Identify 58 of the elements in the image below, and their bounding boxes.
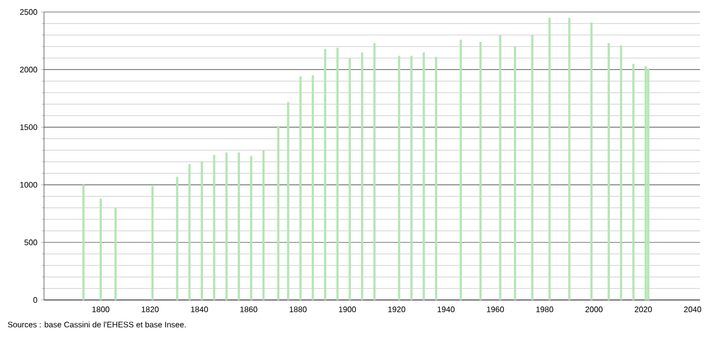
bar xyxy=(373,43,376,300)
bar xyxy=(410,56,413,300)
x-tick-label: 2040 xyxy=(684,306,702,312)
bar xyxy=(608,43,610,300)
bar xyxy=(312,75,314,300)
bar xyxy=(299,76,302,300)
bar xyxy=(514,46,516,300)
bar xyxy=(568,18,570,300)
x-tick-label: 1900 xyxy=(339,306,356,312)
bar xyxy=(176,176,178,300)
bar xyxy=(647,68,650,300)
bar xyxy=(531,35,534,300)
bar xyxy=(287,102,290,300)
bar xyxy=(200,162,203,300)
bar xyxy=(499,35,502,300)
source-note: Sources : base Cassini de l'EHESS et base Insee. xyxy=(8,322,186,328)
bar xyxy=(479,42,482,300)
y-tick-label: 2000 xyxy=(20,66,38,72)
y-tick-label: 0 xyxy=(33,297,38,303)
x-tick-label: 2020 xyxy=(634,306,652,312)
bar xyxy=(644,66,647,300)
bar xyxy=(225,152,228,300)
y-tick-label: 500 xyxy=(24,240,38,246)
x-tick-label: 1940 xyxy=(438,306,455,312)
x-tick-label: 1880 xyxy=(290,306,307,312)
bar xyxy=(324,48,326,300)
y-tick-label: 1000 xyxy=(20,182,38,188)
bar xyxy=(548,18,551,300)
bar xyxy=(188,164,191,300)
bar xyxy=(398,56,400,300)
bar xyxy=(262,150,265,300)
x-tick-label: 1800 xyxy=(92,306,110,312)
bar xyxy=(151,186,154,300)
x-tick-label: 1840 xyxy=(191,306,208,312)
bar xyxy=(82,184,85,300)
bar xyxy=(277,126,280,300)
bar xyxy=(361,52,364,300)
bar xyxy=(213,154,216,300)
bar xyxy=(336,48,339,300)
bar xyxy=(422,52,425,300)
bar xyxy=(620,45,622,300)
x-tick-label: 1960 xyxy=(487,306,504,312)
bar xyxy=(100,198,102,300)
x-tick-label: 1980 xyxy=(536,306,554,312)
bar xyxy=(590,22,593,300)
x-tick-label: 2000 xyxy=(585,306,603,312)
x-tick-label: 1920 xyxy=(388,306,406,312)
bar xyxy=(114,208,117,300)
bar xyxy=(435,56,438,300)
bar xyxy=(250,156,252,300)
bar xyxy=(632,64,635,300)
bar xyxy=(460,40,462,300)
x-tick-label: 1820 xyxy=(142,306,159,312)
y-tick-label: 1500 xyxy=(20,124,38,130)
bar xyxy=(348,58,351,300)
bar xyxy=(238,152,240,300)
x-tick-label: 1860 xyxy=(240,306,258,312)
y-tick-label: 2500 xyxy=(20,9,38,15)
